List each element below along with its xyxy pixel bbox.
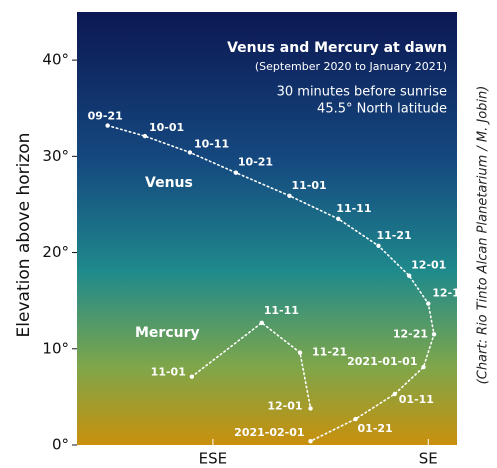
point [143,134,147,138]
point [298,350,302,354]
point [407,273,411,277]
note: 45.5° North latitude [317,102,447,117]
y-tick-label: 10° [42,339,69,357]
point-label: 12-21 [393,327,428,340]
point [432,332,436,336]
point-label: 01-21 [358,422,393,435]
y-tick-label: 30° [42,147,69,165]
x-tick-label: ESE [199,450,227,468]
point [353,417,357,421]
point-label: 11-21 [377,229,412,242]
point [105,123,109,127]
point-label: 12-01 [267,399,302,412]
series-name: Venus [145,175,193,191]
point-label: 11-01 [291,179,326,192]
chart: Venus and Mercury at dawn (September 202… [0,0,497,468]
series-name: Mercury [135,325,200,341]
point-label: 11-21 [312,346,347,359]
point [188,150,192,154]
point [393,392,397,396]
point [234,170,238,174]
y-tick-label: 20° [42,243,69,261]
point-label: 10-11 [194,137,229,150]
point [308,439,312,443]
x-tick-label: SE [419,450,438,468]
y-tick-label: 40° [42,51,69,69]
point-label: 01-11 [399,393,434,406]
point-label: 10-21 [238,156,273,169]
point-label: 11-11 [264,304,299,317]
point [421,365,425,369]
point-label: 10-01 [149,121,184,134]
point [308,406,312,410]
y-axis-label: Elevation above horizon [14,133,34,338]
point-label: 2021-02-01 [234,426,304,439]
credit: (Chart: Rio Tinto Alcan Planetarium / M.… [476,86,491,385]
chart-title: Venus and Mercury at dawn [227,40,447,56]
y-tick-label: 0° [52,436,69,454]
point [190,374,194,378]
point-label: 11-11 [336,202,371,215]
point-label: 11-01 [151,366,186,379]
point-label: 12-01 [411,259,446,272]
point [260,321,264,325]
point [336,217,340,221]
point-label: 12-11 [432,287,467,300]
point [376,244,380,248]
point [426,301,430,305]
point [287,194,291,198]
point-label: 09-21 [88,110,123,123]
point-label: 2021-01-01 [347,355,417,368]
chart-subtitle: (September 2020 to January 2021) [255,60,447,73]
note: 30 minutes before sunrise [277,85,447,100]
